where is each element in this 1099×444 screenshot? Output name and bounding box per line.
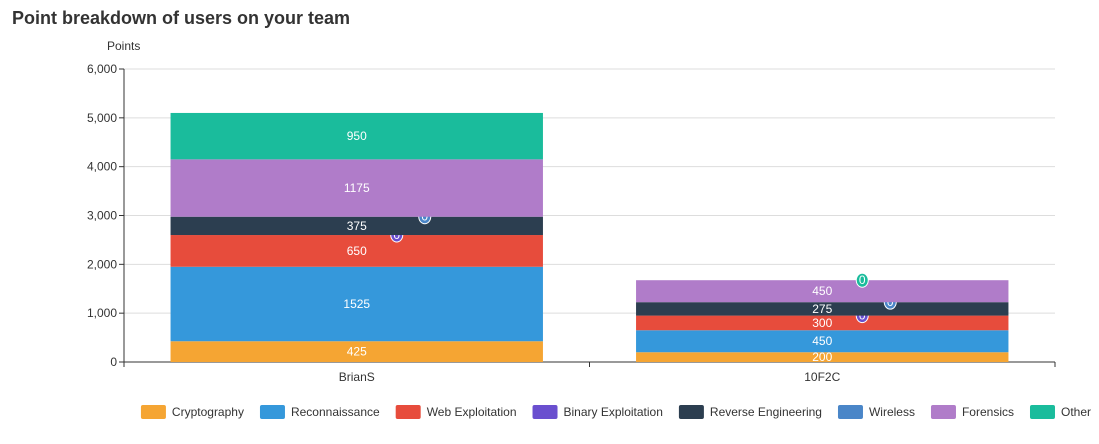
y-tick-label: 1,000 [87, 306, 117, 320]
bar-segment [170, 112, 543, 160]
legend-swatch [1029, 405, 1055, 419]
y-tick-label: 4,000 [87, 160, 117, 174]
legend-label: Cryptography [172, 405, 244, 419]
data-label: 300 [812, 316, 832, 330]
bar-segment [636, 352, 1009, 362]
y-axis-label: Points [107, 39, 140, 53]
data-label: 1525 [343, 297, 370, 311]
legend-label: Forensics [962, 405, 1014, 419]
legend-swatch [259, 405, 285, 419]
x-tick-label: BrianS [339, 370, 375, 384]
data-label: 450 [812, 334, 832, 348]
y-tick-label: 2,000 [87, 257, 117, 271]
legend-label: Reverse Engineering [710, 405, 822, 419]
data-label: 275 [812, 302, 832, 316]
data-label: 0 [421, 210, 428, 224]
bar-segment [636, 302, 1009, 316]
bar-segment [170, 341, 543, 362]
chart-title: Point breakdown of users on your team [12, 8, 351, 28]
y-tick-label: 0 [110, 355, 117, 369]
bar-segment [170, 266, 543, 342]
y-tick-label: 5,000 [87, 111, 117, 125]
bar-segment [636, 280, 1009, 303]
legend-swatch [140, 405, 166, 419]
data-label: 0 [859, 273, 866, 287]
y-tick-label: 3,000 [87, 209, 117, 223]
legend-swatch [930, 405, 956, 419]
x-tick-label: 10F2C [804, 370, 840, 384]
data-label: 425 [347, 345, 367, 359]
data-label: 650 [347, 244, 367, 258]
bar-segment [636, 315, 1009, 331]
legend-label: Binary Exploitation [564, 405, 663, 419]
legend-swatch [395, 405, 421, 419]
legend-swatch [678, 405, 704, 419]
data-label: 375 [347, 219, 367, 233]
data-label: 950 [347, 129, 367, 143]
legend-swatch [837, 405, 863, 419]
y-tick-label: 6,000 [87, 62, 117, 76]
bar-segment [170, 235, 543, 267]
legend-label: Wireless [869, 405, 915, 419]
data-label: 200 [812, 350, 832, 364]
bar-segment [170, 159, 543, 217]
data-label: 1175 [344, 181, 370, 195]
bar-segment [170, 216, 543, 236]
bar-segment [636, 330, 1009, 353]
zero-label-marker [855, 272, 869, 288]
legend-swatch [532, 405, 558, 419]
legend-label: Reconnaissance [291, 405, 380, 419]
data-label: 450 [812, 284, 832, 298]
legend-label: Web Exploitation [427, 405, 517, 419]
legend-label: Other [1061, 405, 1091, 419]
